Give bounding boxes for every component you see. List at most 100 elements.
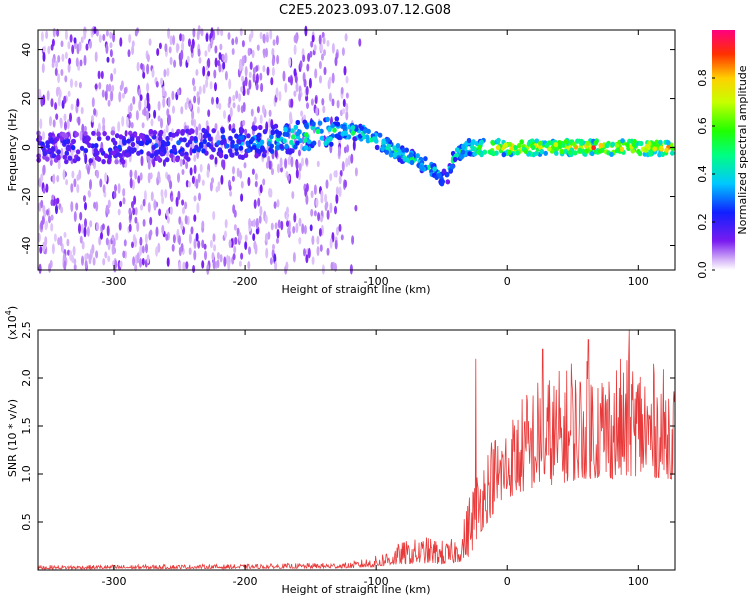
spectrogram-ridge-cell [67,155,73,161]
spectrogram-noise-cell [195,178,199,189]
spectrogram-x-axis-label: Height of straight line (km) [281,283,430,296]
spectrogram-noise-cell [100,231,103,240]
spectrogram-noise-cell [238,231,242,242]
spectrogram-noise-cell [251,49,255,59]
spectrogram-noise-cell [85,43,89,51]
spectrogram-noise-cell [66,238,70,247]
spectrogram-noise-cell [335,193,339,204]
spectrogram-ridge-cell [303,122,309,128]
spectrogram-noise-cell [264,214,268,225]
spectrogram-noise-cell [60,147,64,159]
spectrogram-noise-cell [146,53,150,63]
spectrogram-noise-cell [236,167,240,178]
spectrogram-noise-cell [203,243,207,250]
spectrogram-noise-cell [123,87,127,95]
spectrogram-noise-cell [188,247,192,256]
spectrogram-ridge-cell [670,145,675,152]
spectrogram-ridge-cell [293,124,299,130]
spectrogram-ridge-cell [454,147,460,153]
spectrogram-ridge-cell [270,130,276,136]
spectrogram-noise-cell [42,51,46,62]
spectrogram-noise-cell [277,163,280,174]
spectrogram-noise-cell [295,82,299,93]
spectrogram-ridge-cell [62,154,68,160]
spectrogram-noise-cell [252,72,256,83]
spectrogram-noise-cell [293,68,297,77]
spectrogram-noise-cell [300,110,304,117]
spectrogram-noise-cell [256,44,260,51]
spectrogram-noise-cell [242,101,246,113]
spectrogram-ridge-cell [404,147,410,153]
spectrogram-ridge-cell [152,130,158,136]
y-tick-label: 20 [20,92,33,106]
spectrogram-ridge-cell [250,136,255,142]
spectrogram-noise-cell [55,60,59,69]
spectrogram-noise-cell [247,47,251,57]
spectrogram-noise-cell [177,190,181,201]
spectrogram-noise-cell [166,149,169,158]
spectrogram-noise-cell [41,63,45,74]
spectrogram-noise-cell [97,122,101,132]
spectrogram-ridge-cell [507,149,512,155]
colorbar-tick-label: 0.4 [696,165,709,183]
colorbar-gradient [712,30,735,270]
spectrogram-ridge-cell [269,134,274,140]
spectrogram-ridge-cell [554,150,559,156]
spectrogram-ridge-cell [293,144,298,150]
spectrogram-noise-cell [81,240,85,250]
spectrogram-noise-cell [244,234,248,242]
spectrogram-noise-cell [160,189,164,198]
spectrogram-noise-cell [168,114,171,125]
spectrogram-ridge-cell [240,154,245,160]
spectrogram-ridge-cell [131,147,136,153]
spectrogram-noise-cell [79,130,83,141]
spectrogram-noise-cell [240,193,244,202]
spectrogram-ridge-cell [572,150,578,156]
spectrogram-noise-cell [182,261,186,271]
spectrogram-noise-cell [211,177,214,184]
spectrogram-noise-cell [254,173,258,181]
spectrogram-noise-cell [73,178,77,188]
spectrogram-ridge-cell [577,147,583,153]
spectrogram-noise-cell [91,97,95,108]
spectrogram-noise-cell [155,246,159,257]
spectrogram-noise-cell [232,204,236,214]
spectrogram-noise-cell [63,95,67,105]
spectrogram-noise-cell [334,56,338,67]
spectrogram-noise-cell [344,33,348,42]
spectrogram-noise-cell [358,38,362,47]
y-tick-label: -40 [20,237,33,255]
spectrogram-ridge-cell [107,154,112,160]
spectrogram-noise-cell [101,223,105,231]
spectrogram-ridge-cell [604,143,610,149]
spectrogram-noise-cell [73,258,77,265]
spectrogram-ridge-cell [579,140,584,146]
spectrogram-noise-cell [56,197,60,204]
spectrogram-noise-cell [201,260,205,269]
snr-series-line [37,329,676,571]
spectrogram-ridge-cell [279,143,284,149]
spectrogram-noise-cell [147,102,151,112]
spectrogram-noise-cell [106,225,110,237]
spectrogram-noise-cell [213,244,217,252]
spectrogram-noise-cell [78,81,82,89]
spectrogram-ridge-cell [217,151,223,157]
spectrogram-noise-cell [79,59,83,67]
spectrogram-ridge-cell [327,126,332,132]
spectrogram-noise-cell [71,44,75,55]
spectrogram-noise-cell [46,90,50,101]
spectrogram-ridge-cell [228,135,233,141]
spectrogram-noise-cell [252,67,256,75]
spectrogram-noise-cell [201,220,205,229]
spectrogram-noise-cell [313,210,317,217]
spectrogram-ridge-cell [366,128,371,134]
spectrogram-noise-cell [131,40,135,48]
spectrogram-noise-cell [293,44,297,56]
spectrogram-noise-cell [201,179,205,186]
spectrogram-noise-cell [264,233,268,243]
spectrogram-ridge-cell [466,137,472,144]
spectrogram-noise-cell [242,119,246,126]
spectrogram-noise-cell [188,181,191,188]
spectrogram-ridge-cell [392,145,397,151]
